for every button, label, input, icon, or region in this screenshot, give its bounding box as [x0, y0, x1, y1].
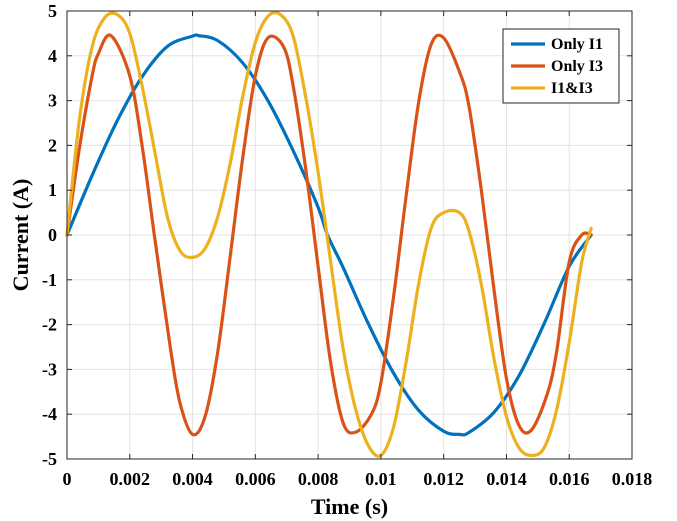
y-axis-label: Current (A) — [8, 179, 33, 292]
x-tick-label: 0.014 — [486, 469, 527, 489]
x-tick-label: 0.01 — [365, 469, 397, 489]
x-tick-label: 0.008 — [298, 469, 339, 489]
y-tick-label: 4 — [48, 46, 57, 66]
legend-label: Only I1 — [551, 36, 603, 53]
y-tick-label: -3 — [42, 359, 57, 379]
y-tick-label: 0 — [48, 225, 57, 245]
y-tick-label: -4 — [42, 404, 57, 424]
series-layer — [65, 10, 593, 458]
legend-label: I1&I3 — [551, 80, 593, 97]
y-tick-label: -1 — [42, 270, 57, 290]
y-tick-label: -5 — [42, 449, 57, 469]
x-tick-label: 0 — [63, 469, 72, 489]
x-axis-label: Time (s) — [311, 494, 388, 519]
series-line-2 — [65, 33, 593, 437]
x-tick-label: 0.006 — [235, 469, 276, 489]
x-tick-label: 0.012 — [423, 469, 464, 489]
y-tick-label: 1 — [48, 180, 57, 200]
legend-label: Only I3 — [551, 58, 603, 75]
x-tick-label: 0.004 — [172, 469, 213, 489]
y-tick-label: 3 — [48, 91, 57, 111]
y-tick-label: 5 — [48, 1, 57, 21]
y-axis-ticks: -5 -4 -3 -2 -1 0 1 2 3 4 5 — [42, 1, 632, 469]
x-tick-label: 0.002 — [110, 469, 151, 489]
x-tick-label: 0.018 — [612, 469, 653, 489]
y-tick-label: 2 — [48, 135, 57, 155]
legend: Only I1 Only I3 I1&I3 — [502, 28, 620, 104]
x-tick-label: 0.016 — [549, 469, 590, 489]
series-line-3 — [65, 10, 593, 458]
x-axis-ticks: 0 0.002 0.004 0.006 0.008 0.01 0.012 0.014 0.016… — [63, 11, 653, 489]
y-tick-label: -2 — [42, 315, 57, 335]
